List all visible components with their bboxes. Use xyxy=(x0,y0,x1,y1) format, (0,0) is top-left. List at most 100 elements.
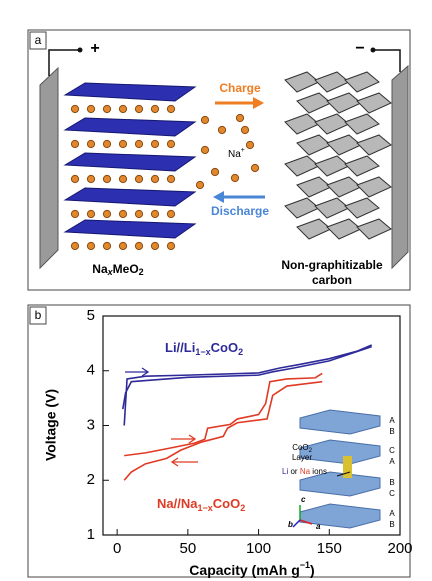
y-tick-label: 1 xyxy=(87,526,95,543)
ion xyxy=(167,140,174,147)
wire xyxy=(375,50,400,72)
carbon-sheet xyxy=(297,93,331,113)
ion xyxy=(151,105,158,112)
ion xyxy=(151,242,158,249)
layer xyxy=(65,83,195,101)
cathode-plate xyxy=(40,68,58,268)
terminal xyxy=(371,48,376,53)
carbon-sheet xyxy=(315,198,349,218)
ion xyxy=(135,140,142,147)
carbon-sheet xyxy=(285,72,319,92)
stacking-label: B xyxy=(389,478,394,487)
ion xyxy=(151,210,158,217)
layer xyxy=(65,153,195,171)
ion xyxy=(71,175,78,182)
inset-axis: c xyxy=(301,495,306,504)
arrow-head xyxy=(253,97,264,109)
ion xyxy=(151,175,158,182)
ion xyxy=(135,105,142,112)
ion xyxy=(119,242,126,249)
x-tick-label: 200 xyxy=(387,540,412,557)
plus-sign: + xyxy=(90,40,99,57)
carbon-sheet xyxy=(327,93,361,113)
carbon-sheet xyxy=(357,93,391,113)
cathode-label: NaxMeO2 xyxy=(92,262,143,277)
ion xyxy=(119,175,126,182)
carbon-sheet xyxy=(315,156,349,176)
ion xyxy=(87,242,94,249)
carbon-sheet xyxy=(297,135,331,155)
x-tick-label: 150 xyxy=(317,540,342,557)
ion xyxy=(151,140,158,147)
ion xyxy=(167,242,174,249)
terminal xyxy=(78,48,83,53)
ion xyxy=(71,210,78,217)
ion xyxy=(246,141,253,148)
inset-label: Layer xyxy=(292,453,312,462)
inset-label: Li or Na ions xyxy=(282,467,327,476)
carbon-sheet xyxy=(357,177,391,197)
ion xyxy=(103,175,110,182)
carbon-sheet xyxy=(285,156,319,176)
annotation: Li//Li1−xCoO2 xyxy=(165,340,243,357)
ion xyxy=(167,105,174,112)
ion xyxy=(241,126,248,133)
carbon-sheet xyxy=(345,72,379,92)
ion xyxy=(71,105,78,112)
ion xyxy=(167,175,174,182)
carbon-sheet xyxy=(297,219,331,239)
figure: a + − Charge Discharge Na+ NaxMeO2 Non-g… xyxy=(0,0,432,581)
ion xyxy=(167,210,174,217)
ion xyxy=(236,114,243,121)
carbon-sheet xyxy=(345,114,379,134)
ion xyxy=(87,175,94,182)
carbon-sheet xyxy=(315,72,349,92)
ion xyxy=(211,168,218,175)
inset-label: CoO2 xyxy=(292,443,312,453)
layer xyxy=(65,188,195,206)
ion xyxy=(103,140,110,147)
ion xyxy=(218,126,225,133)
ion xyxy=(103,242,110,249)
minus-sign: − xyxy=(355,40,364,57)
ion xyxy=(87,105,94,112)
ion xyxy=(119,140,126,147)
inset-axis: b xyxy=(288,520,293,529)
carbon-sheet xyxy=(315,114,349,134)
stacking-label: A xyxy=(389,509,395,518)
stacking-label: A xyxy=(389,457,395,466)
carbon-sheet xyxy=(297,177,331,197)
ion xyxy=(201,146,208,153)
stacking-label: B xyxy=(389,427,394,436)
ion xyxy=(87,210,94,217)
layer xyxy=(65,220,195,238)
y-tick-label: 4 xyxy=(87,362,95,379)
x-tick-label: 50 xyxy=(180,540,197,557)
series-line xyxy=(124,382,322,481)
ion xyxy=(71,242,78,249)
carbon-sheet xyxy=(357,135,391,155)
charge-label: Charge xyxy=(219,81,261,95)
anode-label: Non-graphitizable xyxy=(281,258,383,272)
x-tick-label: 100 xyxy=(246,540,271,557)
carbon-sheet xyxy=(327,219,361,239)
ion xyxy=(201,116,208,123)
series-line xyxy=(123,347,372,409)
inset-axis: a xyxy=(316,522,321,531)
x-axis-label: Capacity (mAh g−1) xyxy=(189,560,314,577)
ion-label: Na+ xyxy=(228,147,245,160)
ion xyxy=(231,174,238,181)
stacking-label: C xyxy=(389,489,395,498)
carbon-sheet xyxy=(327,135,361,155)
x-tick-label: 0 xyxy=(113,540,121,557)
anode-plate xyxy=(392,66,408,268)
panel-label: b xyxy=(35,308,42,322)
carbon-sheet xyxy=(327,177,361,197)
ion xyxy=(87,140,94,147)
ion xyxy=(135,242,142,249)
stacking-label: C xyxy=(389,446,395,455)
ion xyxy=(135,210,142,217)
y-tick-label: 5 xyxy=(87,307,95,324)
direction-arrows xyxy=(125,368,198,466)
